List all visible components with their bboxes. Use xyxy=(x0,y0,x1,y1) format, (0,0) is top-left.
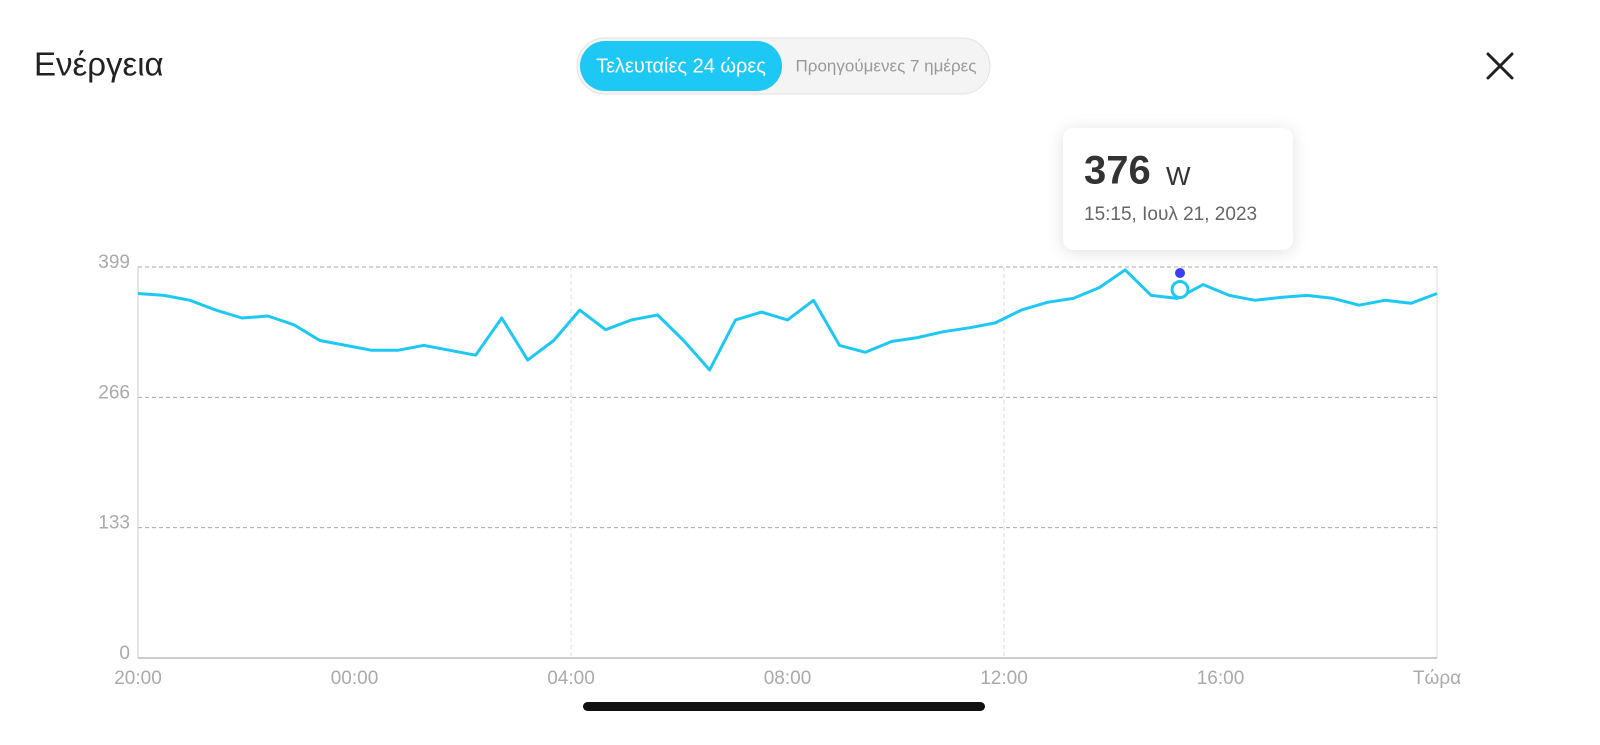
highlight-point xyxy=(1170,280,1190,300)
highlight-dot xyxy=(1175,268,1185,278)
y-tick-label: 0 xyxy=(119,643,130,664)
tab-active[interactable] xyxy=(580,41,782,91)
close-button[interactable] xyxy=(1486,52,1514,80)
tooltip-value: 376 xyxy=(1084,149,1151,193)
page-title: Ενέργεια xyxy=(34,46,164,83)
x-tick-label: 12:00 xyxy=(980,668,1028,689)
y-tick-label: 266 xyxy=(98,382,130,403)
x-tick-label: Τώρα xyxy=(1413,668,1461,689)
x-tick-label: 00:00 xyxy=(331,668,379,689)
chart: 0 133 266 399 20:00 00:00 04:00 08:00 12:00 16:00… xyxy=(98,252,1461,689)
y-tick-label: 399 xyxy=(98,252,130,273)
tab-label[interactable]: Τελευταίες 24 ώρες xyxy=(596,55,766,77)
x-tick-label: 04:00 xyxy=(547,668,595,689)
x-tick-label: 16:00 xyxy=(1197,668,1245,689)
tooltip xyxy=(1063,128,1293,250)
y-tick-label: 133 xyxy=(98,513,130,534)
tooltip-date: 15:15, Ιουλ 21, 2023 xyxy=(1084,204,1257,225)
tooltip-unit: W xyxy=(1166,161,1191,191)
tab-label[interactable]: Προηγούμενες 7 ημέρες xyxy=(796,56,977,75)
x-tick-label: 20:00 xyxy=(114,668,162,689)
data-line xyxy=(137,268,1438,372)
x-tick-label: 08:00 xyxy=(764,668,812,689)
home-indicator xyxy=(583,702,985,711)
